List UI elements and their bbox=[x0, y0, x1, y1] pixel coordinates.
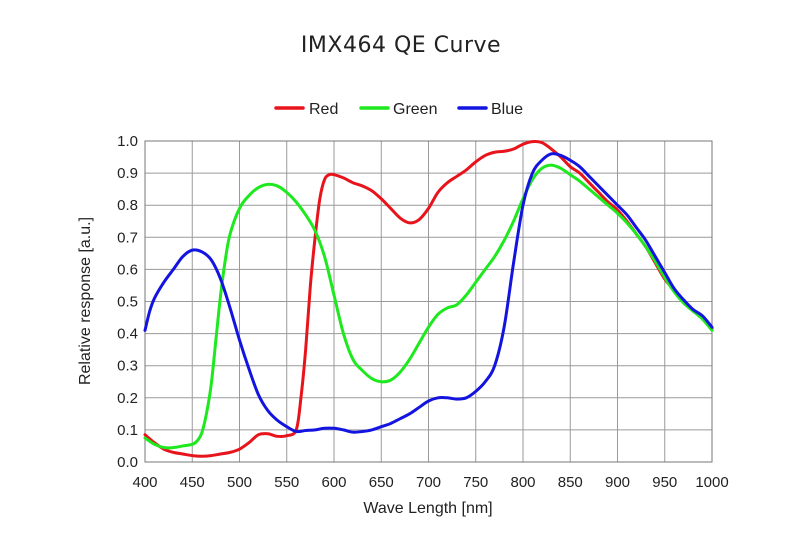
x-tick-label: 400 bbox=[132, 474, 157, 491]
y-axis-label: Relative response [a.u.] bbox=[77, 217, 94, 385]
plot-frame bbox=[144, 140, 713, 463]
legend: Red Green Blue bbox=[274, 101, 523, 118]
x-tick-label: 900 bbox=[605, 474, 630, 491]
x-tick-label: 850 bbox=[558, 474, 583, 491]
y-tick-label: 0.3 bbox=[117, 358, 138, 375]
x-tick-label: 800 bbox=[510, 474, 535, 491]
x-tick-label: 500 bbox=[227, 474, 252, 491]
y-tick-labels: 0.0 0.1 0.2 0.3 0.4 0.5 0.6 0.7 0.8 0.9 1.0 bbox=[117, 133, 138, 471]
grid bbox=[144, 140, 713, 463]
x-tick-label: 550 bbox=[274, 474, 299, 491]
chart-title: IMX464 QE Curve bbox=[301, 33, 501, 58]
y-tick-label: 0.9 bbox=[117, 165, 138, 182]
x-tick-label: 600 bbox=[321, 474, 346, 491]
series-line-blue bbox=[143, 152, 714, 434]
x-tick-label: 950 bbox=[652, 474, 677, 491]
x-tick-label: 700 bbox=[416, 474, 441, 491]
y-tick-label: 0.2 bbox=[117, 390, 138, 407]
y-tick-label: 0.4 bbox=[117, 326, 138, 343]
y-tick-label: 0.1 bbox=[117, 422, 138, 439]
y-tick-label: 0.6 bbox=[117, 261, 138, 278]
legend-label-green: Green bbox=[393, 101, 437, 118]
y-tick-label: 0.0 bbox=[117, 454, 138, 471]
x-tick-label: 750 bbox=[463, 474, 488, 491]
y-tick-label: 1.0 bbox=[117, 133, 138, 150]
x-tick-label: 450 bbox=[180, 474, 205, 491]
y-tick-label: 0.5 bbox=[117, 294, 138, 311]
y-tick-label: 0.8 bbox=[117, 197, 138, 214]
series-layer bbox=[143, 140, 714, 458]
series-line-red bbox=[143, 140, 714, 458]
x-tick-labels: 400 450 500 550 600 650 700 750 800 850 900 950 1000 bbox=[132, 474, 728, 491]
x-tick-label: 1000 bbox=[695, 474, 728, 491]
series-line-green bbox=[143, 163, 714, 450]
y-tick-label: 0.7 bbox=[117, 229, 138, 246]
legend-label-blue: Blue bbox=[491, 101, 523, 118]
x-tick-label: 650 bbox=[369, 474, 394, 491]
x-axis-label: Wave Length [nm] bbox=[363, 500, 492, 517]
legend-label-red: Red bbox=[309, 101, 338, 118]
